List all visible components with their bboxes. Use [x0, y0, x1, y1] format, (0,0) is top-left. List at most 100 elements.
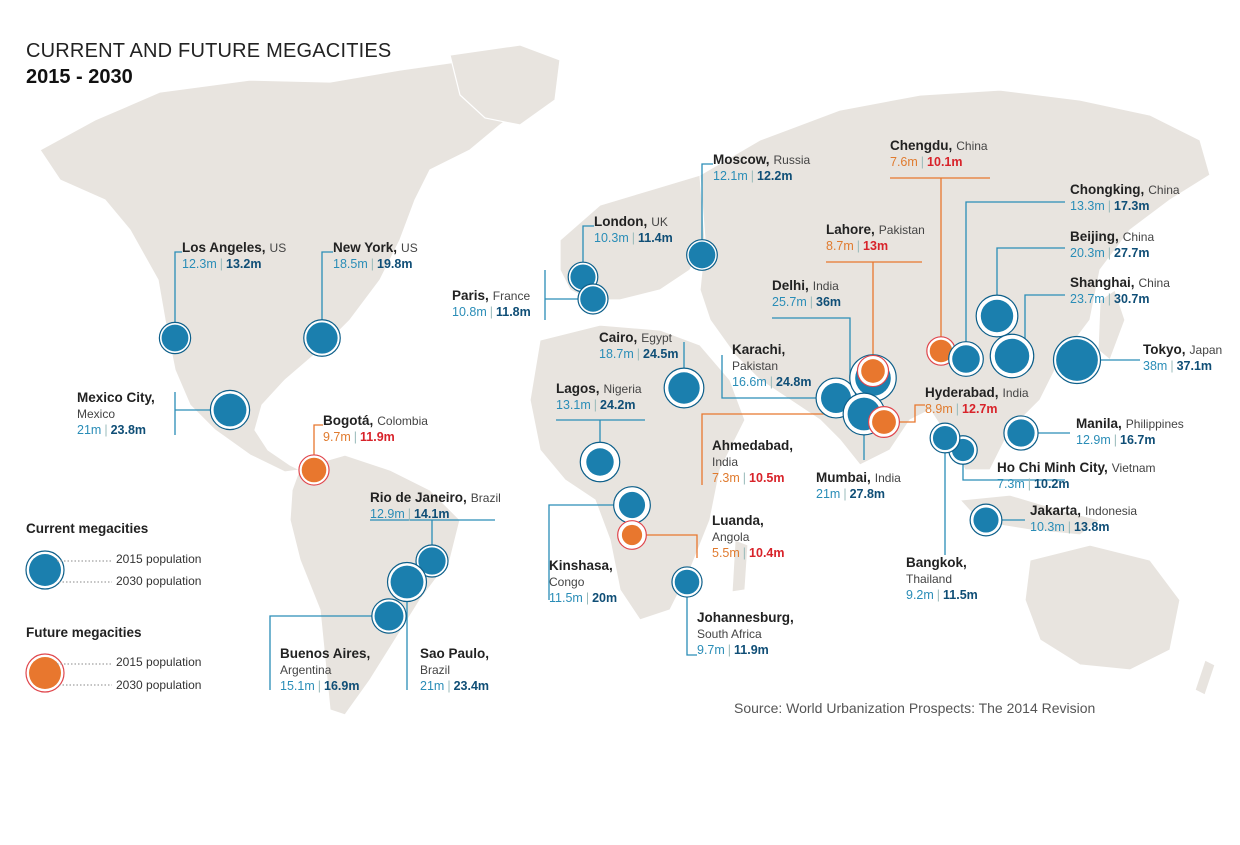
kinshasa-pop-2015: 11.5m [549, 591, 583, 605]
value-separator: | [219, 257, 223, 271]
tokyo-pop-2015: 38m [1143, 359, 1168, 373]
value-separator: | [317, 679, 321, 693]
beijing-name: Beijing, [1070, 229, 1119, 244]
bogota-pop-2030: 11.9m [360, 430, 395, 444]
value-separator: | [742, 546, 747, 560]
sao-paulo-pop-2015: 21m [420, 679, 445, 693]
luanda-name: Luanda, [712, 513, 764, 528]
chongking-country: China [1148, 183, 1180, 197]
mexico-city-pop-2015: 21m [77, 423, 102, 437]
new-zealand-landmass [1194, 659, 1216, 696]
legend-current-2015: 2015 population [116, 552, 202, 566]
tokyo-name: Tokyo, [1143, 342, 1186, 357]
lahore-label: Lahore, Pakistan 8.7m | 13m [826, 222, 925, 254]
greenland-landmass [449, 44, 561, 126]
value-separator: | [631, 231, 635, 245]
ahmedabad-country: India [712, 455, 739, 469]
legend-future-2030: 2030 population [116, 678, 202, 692]
ahmedabad-label: Ahmedabad, India 7.3m | 10.5m [712, 438, 793, 486]
new-york-pop-2030: 19.8m [377, 257, 413, 271]
shanghai-label: Shanghai, China 23.7m | 30.7m [1070, 275, 1170, 307]
value-separator: | [1027, 477, 1032, 491]
luanda-pop-2015: 5.5m [712, 546, 740, 560]
jakarta-name: Jakarta, [1030, 503, 1082, 518]
bogota-bubble-2015 [301, 457, 327, 483]
tokyo-pop-2030: 37.1m [1176, 359, 1213, 373]
beijing-label: Beijing, China 20.3m | 27.7m [1070, 229, 1154, 261]
cairo-country: Egypt [641, 331, 672, 345]
lagos-pop-2030: 24.2m [600, 398, 636, 412]
jakarta-pop-2015: 10.3m [1030, 520, 1065, 534]
value-separator: | [742, 471, 747, 485]
cairo-label: Cairo, Egypt 18.7m | 24.5m [599, 330, 678, 362]
chengdu-pop-2015: 7.6m [890, 155, 918, 169]
map-subtitle: 2015 - 2030 [26, 66, 133, 88]
chengdu-name: Chengdu, [890, 138, 953, 153]
hyderabad-pop-2015: 8.9m [925, 402, 953, 416]
japan-landmass [1097, 289, 1126, 362]
kinshasa-bubble-2015 [618, 491, 646, 519]
rio-de-janeiro-label: Rio de Janeiro, Brazil 12.9m | 14.1m [370, 490, 501, 522]
rio-de-janeiro-pop-2030: 14.1m [414, 507, 450, 521]
sao-paulo-label: Sao Paulo, Brazil 21m | 23.4m [420, 646, 489, 694]
australia-landmass [1024, 544, 1181, 671]
value-separator: | [936, 588, 941, 602]
value-separator: | [636, 347, 640, 361]
kinshasa-pop-2030: 20m [592, 591, 618, 605]
lahore-bubble-2015 [861, 359, 885, 383]
lagos-name: Lagos, [556, 381, 600, 396]
luanda-leader-line [632, 534, 698, 558]
value-separator: | [920, 155, 925, 169]
new-york-country: US [401, 241, 418, 255]
chengdu-pop-2030: 10.1m [927, 155, 963, 169]
ho-chi-minh-city-pop-2015: 7.3m [997, 477, 1025, 491]
mumbai-label: Mumbai, India 21m | 27.8m [816, 470, 901, 502]
los-angeles-pop-2015: 12.3m [182, 257, 217, 271]
moscow-pop-2015: 12.1m [713, 169, 748, 183]
karachi-bubble-2015 [821, 383, 851, 413]
lahore-pop-2030: 13m [863, 239, 889, 253]
moscow-name: Moscow, [713, 152, 770, 167]
value-separator: | [407, 507, 411, 521]
karachi-leader-line [721, 355, 836, 399]
los-angeles-label: Los Angeles, US 12.3m | 13.2m [182, 240, 286, 272]
legend-future-heading: Future megacities [26, 625, 142, 640]
johannesburg-leader-line [686, 582, 697, 656]
beijing-bubble-2015 [980, 299, 1014, 333]
new-york-bubble-2015 [306, 322, 338, 354]
hyderabad-label: Hyderabad, India 8.9m | 12.7m [925, 385, 1029, 417]
london-country: UK [651, 215, 668, 229]
sao-paulo-pop-2030: 23.4m [453, 679, 490, 693]
lagos-country: Nigeria [603, 382, 642, 396]
shanghai-pop-2015: 23.7m [1070, 292, 1105, 306]
ahmedabad-pop-2015: 7.3m [712, 471, 740, 485]
legend-current-heading: Current megacities [26, 521, 149, 536]
beijing-pop-2015: 20.3m [1070, 246, 1105, 260]
chongking-bubble-2015 [952, 345, 980, 373]
paris-bubble-2015 [580, 286, 606, 312]
paris-country: France [492, 289, 531, 303]
los-angeles-name: Los Angeles, [182, 240, 266, 255]
kinshasa-name: Kinshasa, [549, 558, 613, 573]
sao-paulo-country: Brazil [420, 663, 451, 677]
karachi-label: Karachi, Pakistan 16.6m | 24.8m [732, 342, 811, 390]
asia-landmass [699, 89, 1211, 471]
lahore-pop-2015: 8.7m [826, 239, 854, 253]
value-separator: | [353, 430, 358, 444]
jakarta-pop-2030: 13.8m [1074, 520, 1110, 534]
kinshasa-label: Kinshasa, Congo 11.5m | 20m [549, 558, 617, 606]
delhi-pop-2030: 36m [816, 295, 842, 309]
value-separator: | [809, 295, 813, 309]
manila-country: Philippines [1125, 417, 1184, 431]
lagos-pop-2015: 13.1m [556, 398, 591, 412]
hyderabad-name: Hyderabad, [925, 385, 999, 400]
buenos-aires-leader-line [269, 615, 389, 690]
luanda-bubble-2015 [621, 524, 643, 546]
chongking-label: Chongking, China 13.3m | 17.3m [1070, 182, 1180, 214]
london-pop-2015: 10.3m [594, 231, 629, 245]
bangkok-bubble-2015 [932, 425, 958, 451]
madagascar-landmass [731, 539, 749, 593]
value-separator: | [1107, 292, 1111, 306]
hyderabad-bubble-2015 [872, 410, 896, 434]
legend-bubbles [25, 550, 112, 693]
